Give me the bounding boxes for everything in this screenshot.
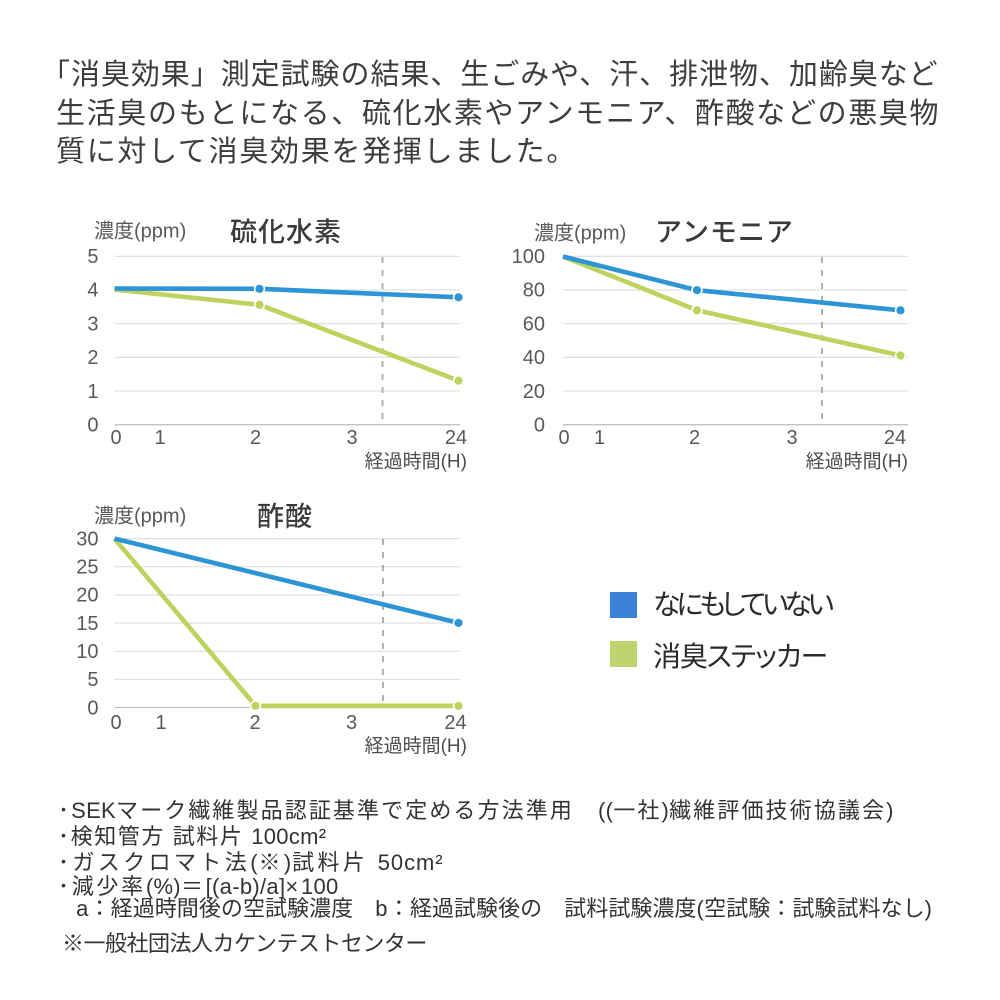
svg-text:アンモニア: アンモニア [655,218,794,248]
svg-text:2: 2 [689,427,700,449]
svg-text:3: 3 [786,427,797,449]
svg-text:濃度(ppm): 濃度(ppm) [94,505,186,528]
svg-text:60: 60 [523,313,545,335]
svg-text:0: 0 [87,697,98,719]
svg-text:1: 1 [87,381,98,403]
svg-text:4: 4 [87,280,98,302]
svg-text:20: 20 [523,381,545,403]
svg-text:5: 5 [87,669,98,691]
svg-text:0: 0 [110,712,121,734]
svg-text:1: 1 [594,427,605,449]
svg-text:0: 0 [110,427,121,449]
svg-text:1: 1 [154,427,165,449]
svg-text:2: 2 [249,712,260,734]
svg-text:0: 0 [558,427,569,449]
svg-text:経過時間(H): 経過時間(H) [365,735,467,757]
svg-text:3: 3 [87,313,98,335]
svg-text:0: 0 [87,415,98,437]
svg-text:2: 2 [87,347,98,369]
svg-text:25: 25 [76,557,98,579]
svg-text:経過時間(H): 経過時間(H) [806,451,908,473]
svg-text:30: 30 [76,528,98,550]
svg-text:3: 3 [346,712,357,734]
svg-text:5: 5 [87,246,98,268]
svg-text:24: 24 [445,427,467,449]
svg-text:3: 3 [346,427,357,449]
svg-text:40: 40 [523,347,545,369]
svg-text:24: 24 [884,427,906,449]
svg-text:1: 1 [155,712,166,734]
svg-text:24: 24 [444,712,466,734]
svg-text:硫化水素: 硫化水素 [230,218,342,248]
svg-text:80: 80 [523,280,545,302]
svg-text:100: 100 [512,246,545,268]
svg-text:経過時間(H): 経過時間(H) [365,451,467,473]
svg-text:濃度(ppm): 濃度(ppm) [534,222,626,245]
svg-text:15: 15 [76,613,98,635]
svg-text:濃度(ppm): 濃度(ppm) [94,220,186,243]
svg-text:10: 10 [76,641,98,663]
svg-text:2: 2 [250,427,261,449]
svg-text:20: 20 [76,585,98,607]
svg-text:酢酸: 酢酸 [257,502,313,532]
svg-text:0: 0 [534,415,545,437]
